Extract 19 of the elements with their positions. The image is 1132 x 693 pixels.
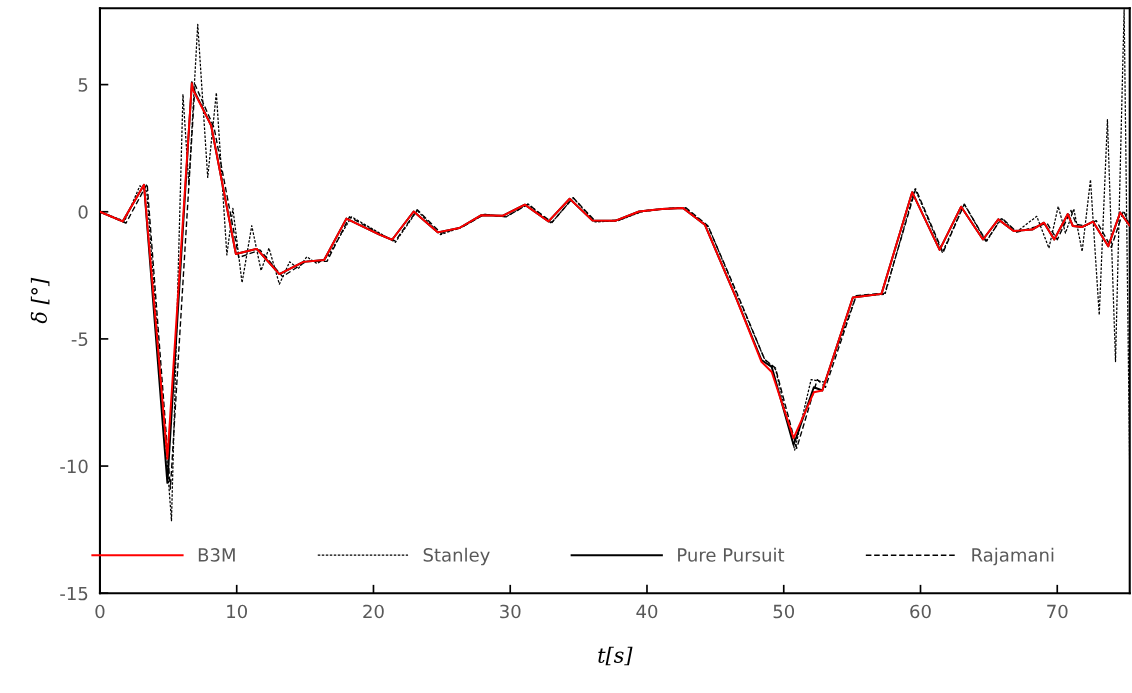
x-tick-label: 20 bbox=[363, 604, 384, 619]
x-tick-label: 60 bbox=[910, 604, 931, 619]
y-tick-label: 0 bbox=[78, 205, 88, 219]
y-tick-label: -10 bbox=[60, 459, 88, 474]
x-tick-label: 50 bbox=[773, 604, 795, 619]
legend-label: Pure Pursuit bbox=[678, 547, 785, 562]
x-tick-label: 0 bbox=[95, 604, 105, 619]
x-axis-title: t[s] bbox=[598, 646, 633, 666]
x-tick-label: 70 bbox=[1047, 604, 1068, 619]
x-tick-label: 40 bbox=[636, 604, 658, 619]
y-axis-title: δ [°] bbox=[30, 277, 50, 324]
y-tick-label: -15 bbox=[60, 586, 88, 601]
x-tick-label: 10 bbox=[227, 604, 247, 619]
legend-label: Stanley bbox=[423, 547, 490, 566]
y-tick-label: 5 bbox=[78, 78, 88, 92]
legend-label: Rajamani bbox=[972, 547, 1054, 566]
y-tick-label: -5 bbox=[71, 332, 88, 347]
legend-label: B3M bbox=[198, 548, 235, 562]
x-tick-label: 30 bbox=[500, 604, 521, 619]
